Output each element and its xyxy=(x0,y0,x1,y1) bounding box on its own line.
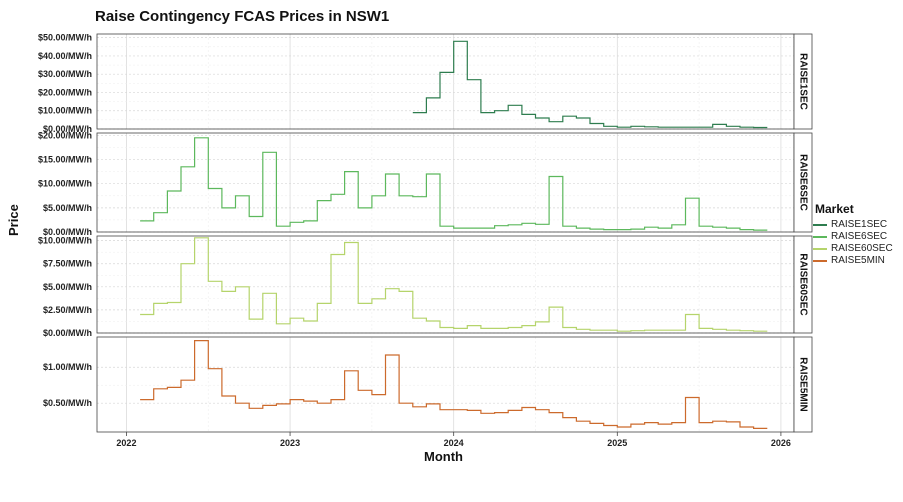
legend-item: RAISE6SEC xyxy=(813,231,887,243)
x-tick-label: 2026 xyxy=(771,438,791,448)
y-tick-label: $0.00/MW/h xyxy=(43,328,92,338)
panel-background xyxy=(97,133,794,232)
facet-label: RAISE60SEC xyxy=(797,253,808,315)
legend-label: RAISE1SEC xyxy=(831,219,888,230)
legend-key xyxy=(813,247,827,250)
y-tick-label: $5.00/MW/h xyxy=(43,282,92,292)
legend-label: RAISE6SEC xyxy=(831,231,888,242)
panel-background xyxy=(97,337,794,432)
panel-background xyxy=(97,236,794,333)
y-tick-label: $50.00/MW/h xyxy=(38,33,92,43)
facet-label: RAISE6SEC xyxy=(797,154,808,211)
facet-strip xyxy=(793,132,813,233)
y-tick-label: $5.00/MW/h xyxy=(43,203,92,213)
y-tick-label: $30.00/MW/h xyxy=(38,69,92,79)
series-line-raise1sec xyxy=(412,40,768,129)
facet-strip xyxy=(793,33,813,130)
series-line-raise60sec xyxy=(140,237,768,332)
y-tick-label: $10.00/MW/h xyxy=(38,179,92,189)
legend-item: RAISE60SEC xyxy=(813,243,893,255)
facet-strip xyxy=(793,235,813,334)
y-tick-label: $1.00/MW/h xyxy=(43,362,92,372)
legend-key xyxy=(813,259,827,262)
legend-label: RAISE60SEC xyxy=(831,243,893,254)
y-tick-label: $7.50/MW/h xyxy=(43,259,92,269)
x-tick-label: 2022 xyxy=(116,438,136,448)
y-tick-label: $10.00/MW/h xyxy=(38,106,92,116)
legend-item: RAISE1SEC xyxy=(813,219,887,231)
facet-strip xyxy=(793,336,813,433)
x-tick-label: 2025 xyxy=(607,438,627,448)
panel-background xyxy=(97,34,794,129)
y-tick-label: $20.00/MW/h xyxy=(38,87,92,97)
y-axis-title: Price xyxy=(6,204,21,236)
series-line-raise5min xyxy=(140,340,768,429)
chart-title: Raise Contingency FCAS Prices in NSW1 xyxy=(95,8,390,25)
x-axis-title: Month xyxy=(424,449,463,464)
x-tick-label: 2024 xyxy=(444,438,464,448)
y-tick-label: $15.00/MW/h xyxy=(38,155,92,165)
y-tick-label: $40.00/MW/h xyxy=(38,51,92,61)
y-tick-label: $10.00/MW/h xyxy=(38,236,92,246)
legend-title: Market xyxy=(815,202,854,216)
y-tick-label: $0.00/MW/h xyxy=(43,227,92,237)
y-tick-label: $20.00/MW/h xyxy=(38,130,92,140)
y-tick-label: $2.50/MW/h xyxy=(43,305,92,315)
series-line-raise6sec xyxy=(140,137,768,231)
y-tick-label: $0.00/MW/h xyxy=(43,124,92,134)
x-tick-label: 2023 xyxy=(280,438,300,448)
legend-key xyxy=(813,235,827,238)
facet-label: RAISE5MIN xyxy=(797,357,808,411)
legend-label: RAISE5MIN xyxy=(831,255,885,266)
legend-item: RAISE5MIN xyxy=(813,255,885,267)
y-tick-label: $0.50/MW/h xyxy=(43,398,92,408)
legend-key xyxy=(813,223,827,226)
facet-label: RAISE1SEC xyxy=(797,53,808,110)
